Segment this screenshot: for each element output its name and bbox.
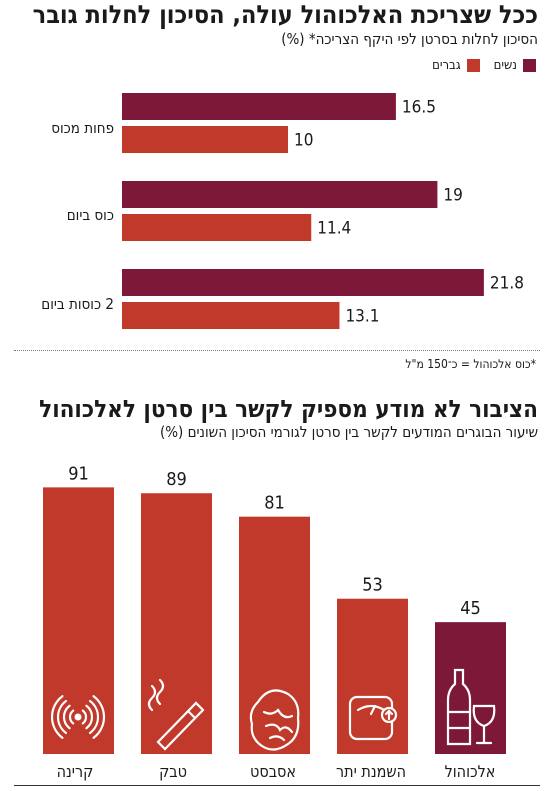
chart2-bar-4 <box>337 598 408 754</box>
cigarette-icon-filter-line <box>186 709 197 720</box>
radiation-waves-icon-arc-left-2 <box>62 704 71 730</box>
chart1-category-label-3: 2 כוסות ביום <box>41 295 114 313</box>
chart1-title: ככל שצריכת האלכוהול עולה, הסיכון לחלות ג… <box>32 0 538 29</box>
chart1-value-label-men-3: 13.1 <box>345 307 379 327</box>
chart1-bar-men-2 <box>122 214 312 241</box>
cigarette-icon-smoke-2 <box>155 678 165 706</box>
cigarette-icon <box>156 701 205 751</box>
radiation-waves-icon <box>74 713 82 721</box>
radiation-waves-icon-arc-left-3 <box>56 699 68 735</box>
chart2-title: הציבור לא מודע מספיק לקשר בין סרטן לאלכו… <box>39 395 538 423</box>
asbestos-rock-icon <box>249 689 300 751</box>
chart1-subtitle: הסיכון לחלות בסרטן לפי היקף הצריכה* (%) <box>281 30 538 48</box>
chart2-category-label-3: אסבסט <box>250 762 296 781</box>
chart1-bar-men-3 <box>122 302 340 329</box>
legend-men-swatch <box>466 59 480 72</box>
chart1-value-label-women-2: 19 <box>443 186 462 206</box>
chart1-category-label-2: כוס ביום <box>66 206 114 224</box>
chart1-bar-men-1 <box>122 126 288 153</box>
chart2-bar-2 <box>141 493 212 754</box>
asbestos-rock-icon-texture <box>262 708 294 742</box>
weight-scale-icon-needle <box>369 704 377 716</box>
wine-bottle-icon <box>446 668 472 746</box>
chart2-value-label-2: 89 <box>166 469 187 490</box>
chart1-bar-women-1 <box>122 93 396 120</box>
weight-scale-icon-arrow <box>384 709 394 721</box>
legend-women-label: נשים <box>493 58 517 73</box>
chart1-value-label-men-2: 11.4 <box>317 219 351 239</box>
radiation-waves-icon-arc-right-1 <box>81 709 88 725</box>
chart2-category-label-2: טבק <box>159 762 187 781</box>
radiation-waves-icon-arc-right-4 <box>92 695 106 739</box>
radiation-waves-icon-arc-right-2 <box>85 704 94 730</box>
weight-scale-icon-dial <box>356 704 386 712</box>
chart2-baseline <box>14 785 540 786</box>
radiation-waves-icon-arc-left-4 <box>50 695 64 739</box>
cigarette-icon-smoke-1 <box>147 684 157 712</box>
chart2-value-label-5: 45 <box>460 598 481 619</box>
chart1-bar-women-3 <box>122 269 484 296</box>
chart1-legend: נשים גברים <box>432 58 536 73</box>
legend-women-swatch <box>523 59 536 72</box>
radiation-waves-icon-arc-right-3 <box>88 699 100 735</box>
divider <box>14 350 540 351</box>
chart2-subtitle: שיעור הבוגרים המודעים לקשר בין סרטן לגור… <box>159 423 538 441</box>
chart2-category-label-5: אלכוהול <box>444 762 496 781</box>
radiation-waves-icon-arc-left-1 <box>68 709 75 725</box>
chart1-bar-women-2 <box>122 181 438 208</box>
chart2-bar-3 <box>239 516 310 754</box>
chart2-value-label-1: 91 <box>68 463 89 484</box>
legend-men: גברים <box>432 58 480 73</box>
chart1-value-label-women-3: 21.8 <box>490 274 524 294</box>
chart1-footnote: *כוס אלכוהול = כ־150 מ"ל <box>405 357 536 371</box>
chart1-category-label-1: פחות מכוס <box>51 119 114 137</box>
chart1-value-label-men-1: 10 <box>294 131 313 151</box>
legend-men-label: גברים <box>432 58 461 73</box>
chart2-category-label-4: השמנת יתר <box>336 762 406 781</box>
legend-women: נשים <box>494 58 536 73</box>
chart2-category-label-1: קרינה <box>56 762 94 781</box>
chart2-value-label-4: 53 <box>362 575 383 596</box>
chart2-value-label-3: 81 <box>264 493 285 514</box>
chart1-value-label-women-1: 16.5 <box>402 98 436 118</box>
